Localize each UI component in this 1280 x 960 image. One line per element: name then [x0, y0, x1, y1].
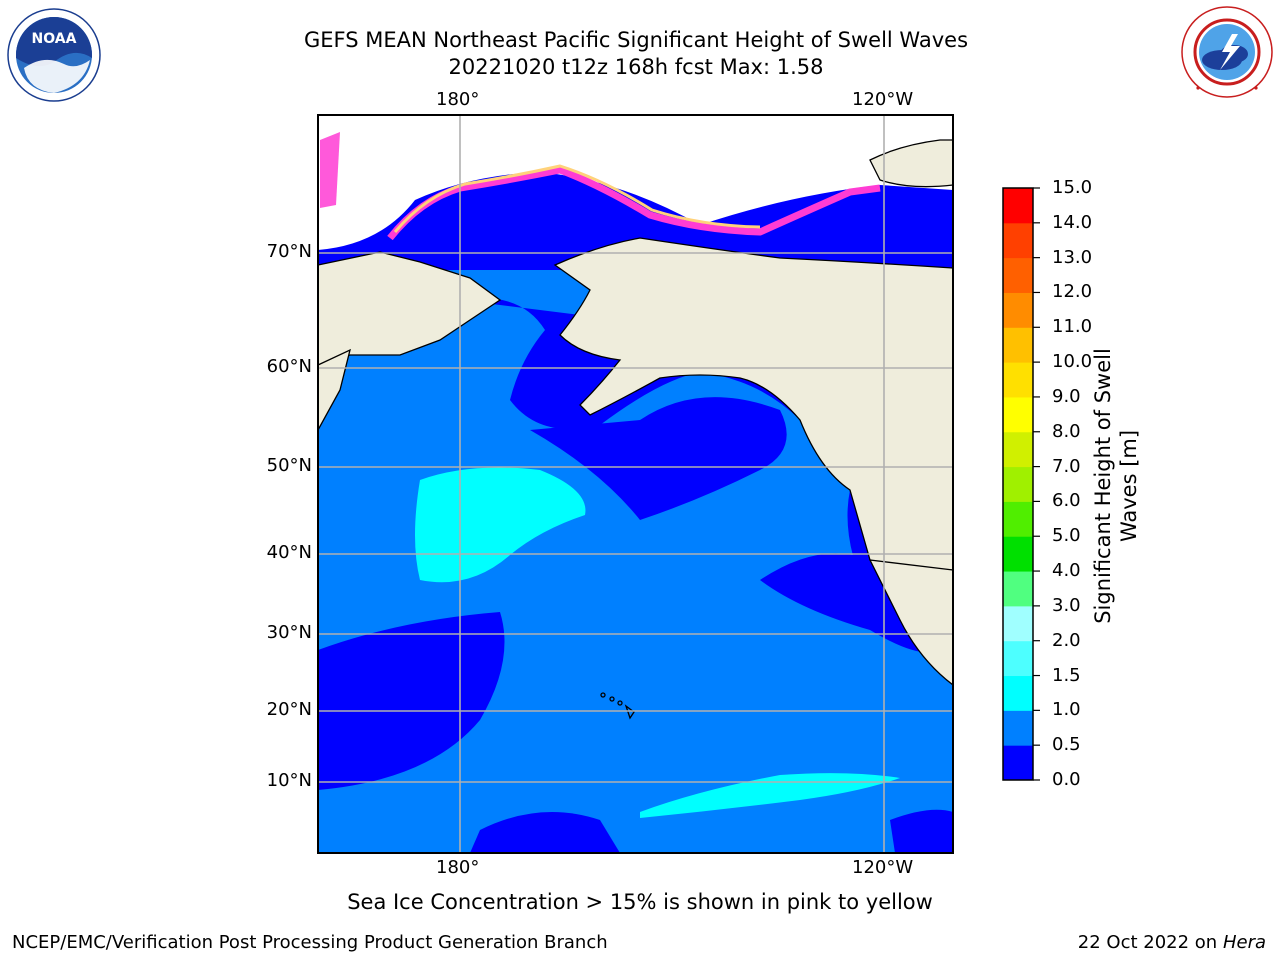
colorbar-frame — [1002, 187, 1034, 781]
colorbar-cell — [1003, 188, 1033, 224]
arctic-low-swell — [318, 172, 953, 270]
colorbar-cell — [1003, 571, 1033, 607]
colorbar-tick-label: 14.0 — [1052, 211, 1093, 233]
colorbar-tick-label: 3.0 — [1052, 594, 1081, 616]
colorbar-tick-label: 6.0 — [1052, 490, 1081, 512]
colorbar-tick-label: 11.0 — [1052, 316, 1093, 338]
lat-label-10n: 10°N — [266, 770, 312, 791]
land-alaska — [553, 237, 953, 571]
colorbar-cell — [1003, 362, 1033, 398]
graticule — [318, 115, 953, 853]
colorbar-cell — [1003, 710, 1033, 746]
noaa-logo-text: NOAA — [32, 31, 77, 47]
colorbar-cell — [1003, 396, 1033, 433]
lat-label-50n: 50°N — [266, 455, 312, 476]
lat-label-70n: 70°N — [266, 241, 312, 262]
colorbar-cell — [1003, 640, 1033, 677]
california-low — [760, 553, 940, 653]
colorbar-cell — [1003, 431, 1033, 468]
colorbar-tick-label: 5.0 — [1052, 525, 1081, 547]
lon-label-top-180: 180° — [436, 89, 480, 110]
colorbar-cell — [1003, 466, 1033, 502]
sea-ice-nw — [320, 132, 340, 208]
colorbar-tick-label: 13.0 — [1052, 246, 1093, 268]
map-frame — [317, 114, 954, 854]
host-name: Hera — [1222, 932, 1266, 953]
lon-label-top-120w: 120°W — [852, 89, 914, 110]
colorbar-cell — [1003, 501, 1033, 537]
colorbar — [1003, 188, 1033, 781]
colorbar-cell — [1003, 257, 1033, 293]
se-pacific-low — [890, 809, 953, 853]
hawaii-islands — [600, 692, 635, 720]
land-kamchatka — [318, 348, 351, 431]
lon-label-bottom-120w: 120°W — [852, 857, 914, 878]
date-value: 22 Oct 2022 on — [1077, 932, 1218, 953]
colorbar-cell — [1003, 675, 1033, 711]
colorbar-ticks — [1033, 187, 1040, 781]
colorbar-tick-label: 4.0 — [1052, 560, 1081, 582]
colorbar-cell — [1003, 536, 1033, 572]
chart-subtitle: 20221020 t12z 168h fcst Max: 1.58 — [448, 55, 824, 79]
chart-title: GEFS MEAN Northeast Pacific Significant … — [303, 28, 969, 52]
colorbar-cell — [1003, 745, 1033, 781]
lat-label-40n: 40°N — [266, 542, 312, 563]
colorbar-cell — [1003, 605, 1033, 642]
sea-ice-edge-yellow — [393, 164, 761, 233]
colorbar-tick-label: 2.0 — [1052, 629, 1081, 651]
colorbar-cell — [1003, 222, 1033, 259]
colorbar-tick-label: 15.0 — [1052, 177, 1093, 198]
colorbar-tick-label: 0.0 — [1052, 769, 1081, 790]
colorbar-cell — [1003, 327, 1033, 363]
gulf-alaska-low — [530, 397, 787, 520]
colorbar-title-line2: Waves [m] — [1117, 429, 1141, 543]
s-pacific-low — [470, 812, 620, 853]
colorbar-tick-label: 1.0 — [1052, 699, 1081, 721]
lat-label-60n: 60°N — [266, 356, 312, 377]
colorbar-tick-label: 8.0 — [1052, 420, 1081, 442]
colorbar-tick-label: 7.0 — [1052, 455, 1081, 477]
land-canada-arctic — [869, 139, 953, 188]
lat-label-20n: 20°N — [266, 699, 312, 720]
lat-label-30n: 30°N — [266, 622, 312, 643]
lon-label-bottom-180: 180° — [436, 857, 480, 878]
colorbar-tick-label: 10.0 — [1052, 351, 1093, 373]
sea-ice-edge — [387, 166, 881, 241]
colorbar-cell — [1003, 292, 1033, 328]
date-text: 22 Oct 2022 on Hera — [1078, 932, 1266, 953]
sea-ice-note: Sea Ice Concentration > 15% is shown in … — [347, 890, 933, 914]
tropical-swell — [640, 773, 900, 818]
credit-text: NCEP/EMC/Verification Post Processing Pr… — [12, 932, 608, 953]
colorbar-tick-label: 0.5 — [1052, 734, 1081, 756]
colorbar-tick-label: 12.0 — [1052, 281, 1093, 303]
nw-pacific-low — [318, 612, 505, 790]
colorbar-tick-label: 9.0 — [1052, 385, 1081, 407]
colorbar-title-line1: Significant Height of Swell — [1091, 348, 1115, 624]
noaa-logo: NOAA — [7, 8, 101, 102]
nws-logo — [1181, 6, 1273, 98]
colorbar-tick-label: 1.5 — [1052, 664, 1081, 686]
